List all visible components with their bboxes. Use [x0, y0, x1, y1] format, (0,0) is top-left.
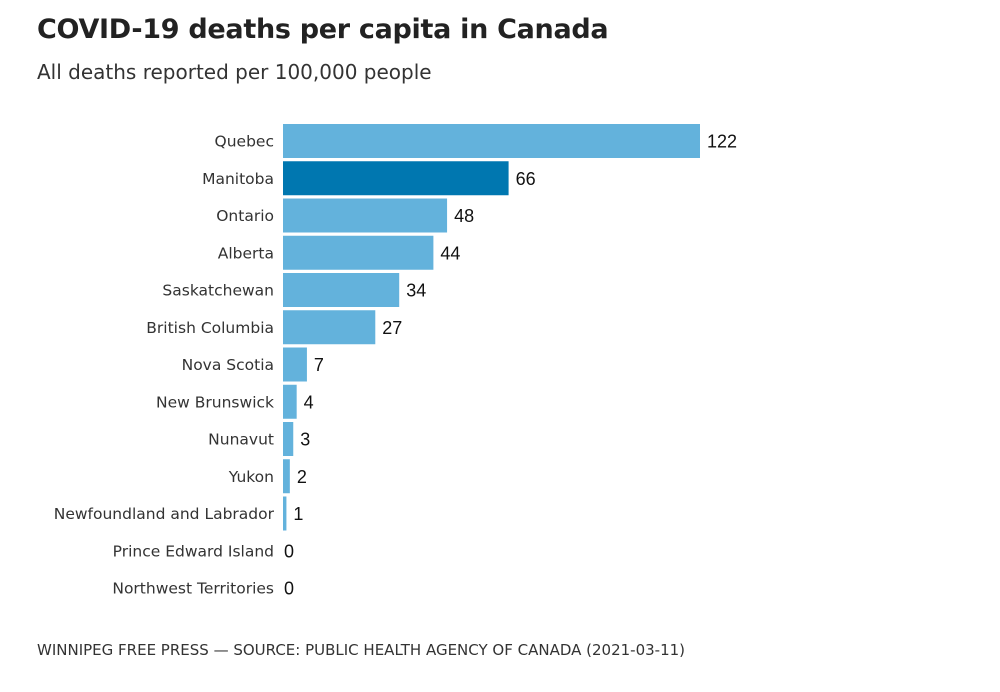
value-label: 0 [284, 541, 294, 561]
value-label: 2 [297, 467, 307, 487]
bar-new-brunswick [283, 384, 297, 419]
bar-nova-scotia [283, 347, 307, 382]
value-label: 44 [440, 243, 460, 263]
value-label: 4 [304, 392, 314, 412]
bar-british-columbia [283, 310, 376, 345]
category-label: New Brunswick [156, 393, 274, 411]
category-label: Newfoundland and Labrador [54, 505, 275, 523]
bar-alberta [283, 235, 434, 270]
bar-newfoundland-and-labrador [283, 496, 287, 531]
bar-saskatchewan [283, 273, 400, 307]
category-label: Nunavut [208, 431, 274, 449]
value-label: 7 [314, 355, 324, 375]
category-label: Prince Edward Island [113, 542, 274, 560]
chart-subtitle: All deaths reported per 100,000 people [37, 60, 432, 84]
value-label: 34 [406, 281, 426, 301]
value-label: 66 [516, 169, 536, 189]
value-label: 0 [284, 579, 294, 599]
category-label: Manitoba [202, 170, 274, 188]
value-label: 1 [293, 504, 303, 524]
value-label: 27 [382, 318, 402, 338]
source-note: WINNIPEG FREE PRESS — SOURCE: PUBLIC HEA… [37, 641, 686, 659]
bar-manitoba [283, 161, 509, 196]
bar-nunavut [283, 422, 294, 456]
bar-ontario [283, 198, 448, 233]
chart-title: COVID-19 deaths per capita in Canada [37, 14, 609, 45]
category-label: Quebec [215, 133, 274, 151]
bar-quebec [283, 124, 700, 158]
category-label: Nova Scotia [182, 356, 274, 374]
value-label: 3 [300, 430, 310, 450]
value-label: 122 [707, 132, 737, 152]
category-label: Alberta [218, 244, 274, 262]
category-label: British Columbia [146, 319, 274, 337]
bar-yukon [283, 459, 290, 494]
category-label: Northwest Territories [112, 580, 274, 598]
category-label: Saskatchewan [162, 282, 274, 300]
category-label: Yukon [228, 468, 274, 486]
category-label: Ontario [216, 207, 274, 225]
value-label: 48 [454, 206, 474, 226]
